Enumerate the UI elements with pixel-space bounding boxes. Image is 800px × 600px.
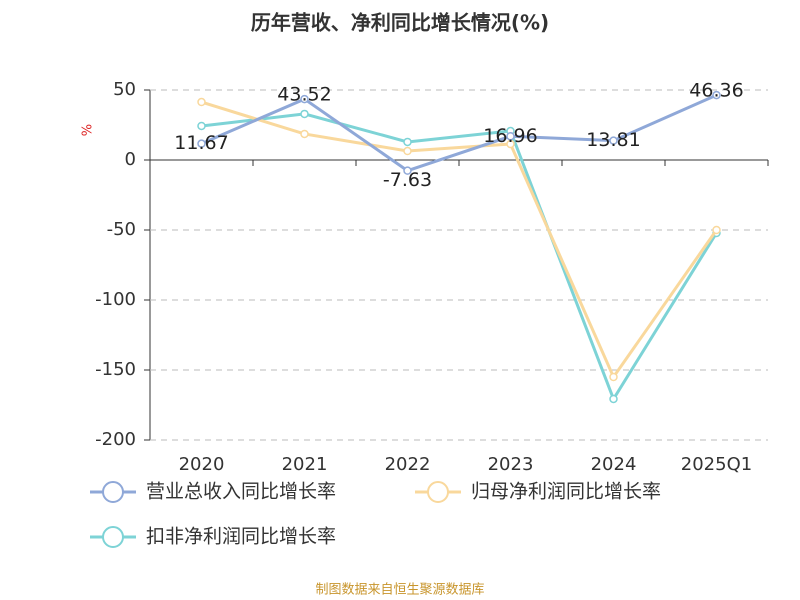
source-note: 制图数据来自恒生聚源数据库: [315, 582, 484, 598]
point: [300, 129, 309, 139]
data-label: 11.67: [174, 132, 228, 154]
y-tick-label: -150: [95, 359, 136, 380]
x-tick-label: 2021: [282, 454, 328, 475]
y-tick-label: 50: [113, 79, 136, 100]
point: [712, 225, 721, 235]
series-line: [201, 112, 718, 403]
series-line: [201, 100, 718, 381]
data-label: 43.52: [277, 84, 331, 106]
y-tick-label: -50: [107, 219, 136, 240]
point: [403, 166, 412, 175]
point: [609, 136, 618, 145]
y-tick-label: 0: [125, 149, 136, 170]
x-tick-label: 2024: [591, 454, 637, 475]
legend-marker: [427, 481, 449, 503]
legend-label: 归母净利润同比增长率: [471, 481, 661, 503]
series-line: [200, 93, 718, 173]
y-tick-label: -200: [95, 429, 136, 450]
x-tick-label: 2020: [179, 454, 225, 475]
point: [609, 372, 618, 382]
x-tick-label: 2025Q1: [681, 454, 752, 475]
point: [197, 139, 206, 148]
point: [300, 94, 309, 104]
point: [403, 146, 412, 156]
data-label: 16.96: [483, 125, 537, 147]
y-tick-label: -100: [95, 289, 136, 310]
data-label: -7.63: [383, 169, 432, 191]
data-label: 13.81: [586, 129, 640, 151]
point: [403, 137, 412, 147]
point: [300, 109, 309, 119]
chart-title: 历年营收、净利同比增长情况(%): [251, 11, 549, 35]
point: [609, 394, 618, 404]
legend-marker: [102, 481, 124, 503]
x-tick-label: 2022: [385, 454, 431, 475]
point: [197, 121, 206, 131]
point: [506, 139, 515, 149]
legend-label: 营业总收入同比增长率: [146, 481, 336, 503]
legend-marker: [102, 526, 124, 548]
point: [712, 90, 721, 100]
x-tick-label: 2023: [488, 454, 534, 475]
data-label: 46.36: [689, 80, 743, 102]
legend-label: 扣非净利润同比增长率: [146, 526, 336, 548]
point: [506, 132, 515, 141]
point: [197, 97, 206, 107]
y-axis-label: %: [81, 124, 96, 136]
